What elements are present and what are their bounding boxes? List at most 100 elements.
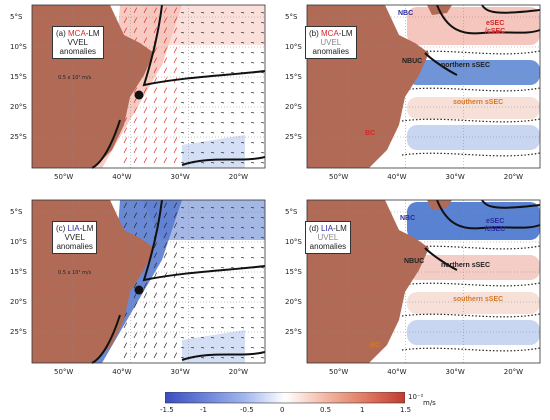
map-frame (306, 4, 541, 169)
lon-tick-label: 40°W (387, 368, 407, 376)
velocity-arrow (153, 97, 158, 104)
velocity-arrow (261, 11, 265, 14)
velocity-arrow (211, 71, 215, 74)
velocity-arrow (241, 131, 245, 134)
velocity-arrow (211, 206, 215, 209)
current-bc-b: BC (365, 130, 376, 137)
contour (142, 4, 266, 87)
velocity-arrow (181, 216, 185, 219)
zero-contour (401, 152, 541, 157)
velocity-arrow (251, 31, 255, 34)
velocity-arrow (201, 11, 205, 14)
contour (436, 199, 541, 230)
velocity-arrow (231, 326, 235, 329)
lon-tick-label: 20°W (228, 368, 249, 376)
velocity-arrow (181, 31, 185, 34)
velocity-arrow (201, 131, 205, 134)
velocity-arrow (211, 266, 215, 269)
velocity-arrow (221, 276, 225, 279)
velocity-arrow (181, 21, 185, 24)
velocity-arrow (133, 107, 138, 114)
velocity-arrow (201, 71, 205, 74)
velocity-arrow (261, 101, 265, 104)
velocity-arrow (181, 306, 185, 309)
velocity-arrow (231, 51, 235, 54)
lon-tick-label: 30°W (445, 368, 465, 376)
velocity-arrow (251, 326, 255, 329)
current-nbc-d: NBC (400, 215, 416, 222)
velocity-arrow (221, 316, 225, 319)
velocity-arrow (261, 81, 265, 84)
velocity-arrow (133, 352, 138, 359)
velocity-arrow (261, 286, 265, 289)
anomaly-band (407, 320, 540, 345)
velocity-arrow (153, 212, 158, 219)
velocity-arrow (153, 17, 158, 24)
velocity-arrow (231, 81, 235, 84)
lat-tick-label: 15°S (10, 268, 27, 276)
velocity-arrow (153, 57, 158, 64)
velocity-arrow (153, 222, 158, 229)
velocity-arrow (241, 61, 245, 64)
velocity-arrow (211, 306, 215, 309)
velocity-arrow (191, 101, 195, 104)
velocity-arrow (153, 342, 158, 349)
subtitle: anomalies (59, 47, 97, 56)
velocity-arrow (143, 212, 148, 219)
velocity-arrow (261, 226, 265, 229)
map-a (31, 4, 266, 169)
velocity-arrow (241, 336, 245, 339)
velocity-arrow (143, 37, 148, 44)
velocity-arrow (143, 332, 148, 339)
velocity-arrow (123, 332, 128, 339)
var-name: UVEL (320, 38, 342, 47)
velocity-arrow (181, 111, 185, 114)
velocity-arrow (181, 121, 185, 124)
zero-contour (401, 313, 541, 318)
velocity-arrow (221, 286, 225, 289)
velocity-arrow (201, 256, 205, 259)
velocity-arrow (163, 157, 168, 164)
velocity-arrow (221, 336, 225, 339)
var-name: UVEL (317, 233, 339, 242)
velocity-arrow (163, 302, 168, 309)
colorbar-tick-label: -0.5 (240, 406, 254, 414)
velocity-arrow (241, 216, 245, 219)
velocity-arrow (181, 356, 185, 359)
velocity-arrow (211, 161, 215, 164)
velocity-arrow (241, 21, 245, 24)
velocity-arrow (123, 7, 128, 14)
velocity-arrow (153, 322, 158, 329)
lat-tick-label: 5°S (10, 13, 23, 21)
velocity-arrow (251, 306, 255, 309)
lat-tick-label: 10°S (285, 43, 302, 51)
velocity-arrow (261, 336, 265, 339)
lat-tick-label: 25°S (10, 328, 27, 336)
velocity-arrow (231, 286, 235, 289)
velocity-arrow (201, 151, 205, 154)
velocity-arrow (251, 236, 255, 239)
velocity-arrow (143, 147, 148, 154)
velocity-arrow (221, 41, 225, 44)
velocity-arrow (153, 262, 158, 269)
velocity-arrow (153, 107, 158, 114)
velocity-arrow (163, 107, 168, 114)
velocity-arrow (181, 256, 185, 259)
velocity-arrow (231, 31, 235, 34)
velocity-arrow (133, 117, 138, 124)
lon-tick-label: 40°W (387, 173, 407, 181)
velocity-arrow (181, 286, 185, 289)
velocity-arrow (201, 121, 205, 124)
velocity-arrow (201, 206, 205, 209)
velocity-arrow (173, 322, 178, 329)
velocity-arrow (231, 356, 235, 359)
velocity-arrow (201, 101, 205, 104)
velocity-arrow (133, 302, 138, 309)
velocity-arrow (241, 81, 245, 84)
velocity-arrow (201, 61, 205, 64)
velocity-arrow (231, 306, 235, 309)
velocity-arrow (153, 312, 158, 319)
velocity-arrow (191, 91, 195, 94)
var-name: VVEL (67, 38, 89, 47)
contour (436, 4, 541, 35)
